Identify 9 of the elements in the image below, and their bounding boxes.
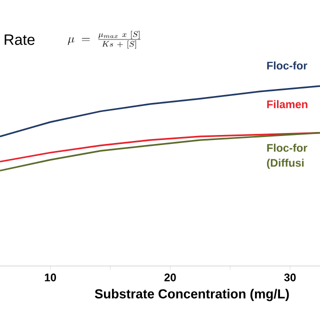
x-tick-label: 30 — [284, 274, 296, 282]
x-tick-label: 20 — [164, 274, 176, 282]
chart-title: Rate — [4, 34, 35, 45]
text: Filamen — [267, 100, 308, 108]
text: $\mu\ =\ \frac{\mu_{max}\ x\ [S]}{Ks\ +\ [S]}$ — [68, 30, 140, 49]
series-label: Floc-for — [267, 61, 308, 70]
x-axis-title: Substrate Concentration (mg/L) — [94, 288, 289, 302]
x-tick-label: 10 — [44, 274, 56, 282]
series-label: Floc-for (Diffusi — [267, 144, 308, 169]
